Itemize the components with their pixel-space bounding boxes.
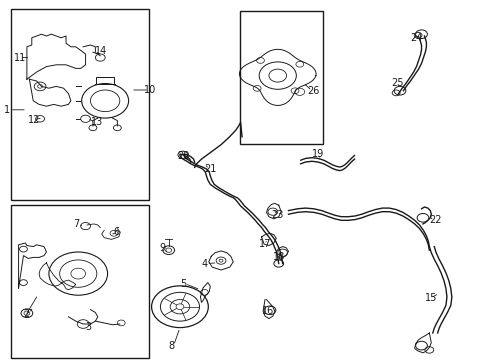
Text: 25: 25 [390,78,403,88]
Bar [11,205,149,358]
Text: 22: 22 [428,215,441,225]
Text: 11: 11 [14,53,26,63]
Bar [11,9,149,200]
Text: 24: 24 [409,33,421,43]
Text: 9: 9 [159,243,165,253]
Text: 14: 14 [95,46,107,56]
Text: 19: 19 [311,149,324,159]
Text: 18: 18 [272,252,285,262]
Text: 20: 20 [177,150,189,161]
Text: 21: 21 [204,164,216,174]
Text: 17: 17 [259,239,271,249]
Text: 6: 6 [113,227,120,237]
Text: 13: 13 [90,117,102,127]
Text: 23: 23 [271,210,283,220]
Text: 16: 16 [261,306,273,316]
Text: 8: 8 [168,341,175,351]
Text: 26: 26 [306,86,319,96]
Bar [239,11,322,144]
Text: 12: 12 [28,114,41,125]
Text: 7: 7 [73,219,80,229]
Text: 5: 5 [180,279,186,289]
Text: 3: 3 [85,322,92,332]
Text: 2: 2 [23,309,29,319]
Text: 10: 10 [144,85,156,95]
Text: 15: 15 [425,293,437,303]
Text: 4: 4 [201,258,207,269]
Text: 1: 1 [4,105,10,115]
